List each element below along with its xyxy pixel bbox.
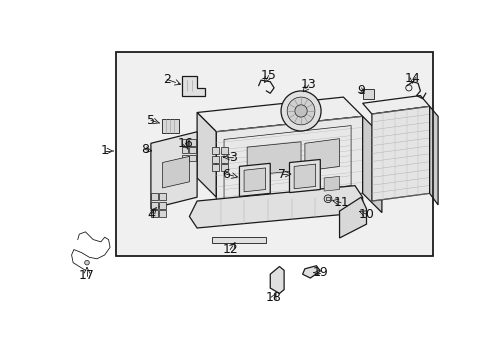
Bar bbox=[159, 202, 166, 209]
Bar bbox=[182, 155, 187, 161]
Bar bbox=[221, 147, 227, 154]
Bar bbox=[212, 156, 219, 163]
Text: 13: 13 bbox=[300, 78, 316, 91]
Bar bbox=[151, 193, 158, 200]
Text: 8: 8 bbox=[141, 143, 148, 156]
Bar bbox=[151, 210, 158, 217]
Circle shape bbox=[281, 91, 321, 131]
Text: 2: 2 bbox=[163, 73, 171, 86]
Polygon shape bbox=[362, 116, 381, 213]
Bar bbox=[212, 147, 219, 154]
Text: 17: 17 bbox=[79, 269, 95, 282]
Bar bbox=[116, 53, 432, 256]
Circle shape bbox=[286, 97, 314, 125]
Bar bbox=[221, 156, 227, 163]
Polygon shape bbox=[189, 186, 362, 228]
Bar bbox=[151, 202, 158, 209]
Text: 12: 12 bbox=[222, 243, 238, 256]
Text: 11: 11 bbox=[332, 196, 348, 209]
Circle shape bbox=[84, 260, 89, 265]
Polygon shape bbox=[246, 142, 301, 176]
Text: 7: 7 bbox=[277, 168, 285, 181]
Polygon shape bbox=[197, 112, 216, 197]
Polygon shape bbox=[339, 197, 366, 238]
Polygon shape bbox=[302, 266, 320, 278]
Polygon shape bbox=[270, 266, 284, 293]
Polygon shape bbox=[182, 76, 204, 95]
Polygon shape bbox=[305, 139, 339, 171]
Text: 19: 19 bbox=[312, 266, 327, 279]
Text: 4: 4 bbox=[147, 208, 155, 221]
Text: 14: 14 bbox=[404, 72, 420, 85]
Bar bbox=[325, 197, 329, 200]
Polygon shape bbox=[362, 95, 429, 114]
Text: 1: 1 bbox=[101, 144, 108, 157]
Polygon shape bbox=[293, 164, 315, 189]
Polygon shape bbox=[197, 97, 362, 132]
Bar bbox=[182, 147, 187, 153]
Polygon shape bbox=[162, 156, 189, 188]
Bar bbox=[159, 193, 166, 200]
Text: 6: 6 bbox=[222, 168, 230, 181]
Text: 5: 5 bbox=[146, 114, 155, 127]
Bar bbox=[212, 237, 266, 243]
Circle shape bbox=[324, 195, 331, 203]
Bar bbox=[182, 139, 187, 145]
Bar bbox=[116, 53, 432, 256]
Bar bbox=[189, 139, 195, 145]
Text: 16: 16 bbox=[177, 137, 193, 150]
Text: 18: 18 bbox=[265, 291, 282, 304]
Circle shape bbox=[172, 169, 180, 176]
Bar bbox=[159, 210, 166, 217]
Text: 15: 15 bbox=[260, 69, 276, 82]
Polygon shape bbox=[151, 132, 197, 209]
Polygon shape bbox=[371, 106, 429, 201]
Polygon shape bbox=[429, 106, 437, 205]
Bar bbox=[221, 164, 227, 171]
Circle shape bbox=[294, 105, 306, 117]
Bar bbox=[212, 164, 219, 171]
Polygon shape bbox=[244, 168, 265, 192]
Text: 3: 3 bbox=[229, 150, 237, 164]
Text: 10: 10 bbox=[358, 208, 374, 221]
Bar bbox=[189, 155, 195, 161]
Polygon shape bbox=[289, 159, 320, 193]
Bar bbox=[189, 147, 195, 153]
Polygon shape bbox=[239, 163, 270, 197]
Bar bbox=[362, 89, 373, 99]
Polygon shape bbox=[216, 116, 362, 209]
Bar bbox=[162, 119, 179, 132]
Polygon shape bbox=[324, 176, 339, 191]
Text: 9: 9 bbox=[356, 85, 365, 98]
